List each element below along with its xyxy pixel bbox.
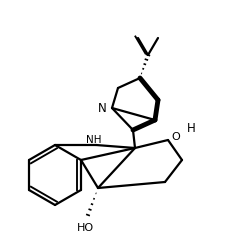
- Text: N: N: [98, 102, 106, 114]
- Text: NH: NH: [86, 135, 102, 145]
- Text: O: O: [172, 132, 180, 142]
- Text: H: H: [187, 122, 196, 134]
- Text: HO: HO: [77, 223, 93, 233]
